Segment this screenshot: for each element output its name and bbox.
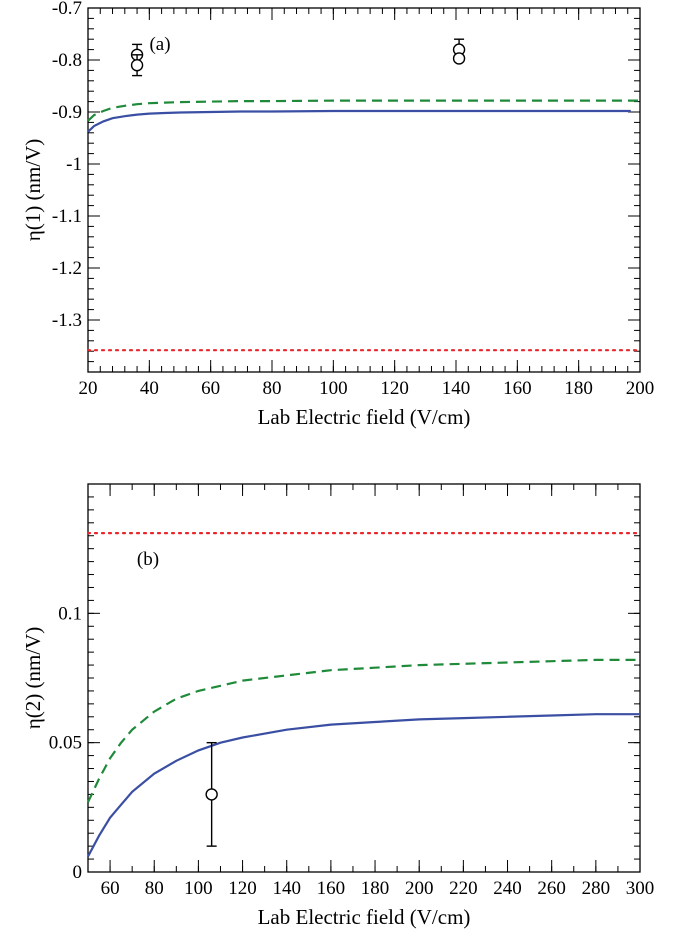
data-point-marker bbox=[452, 52, 466, 65]
x-tick-label: 280 bbox=[582, 878, 611, 899]
panel-label: (a) bbox=[149, 34, 170, 55]
y-axis-title: η(2) (nm/V) bbox=[21, 627, 45, 730]
x-tick-label: 260 bbox=[537, 878, 566, 899]
x-tick-label: 20 bbox=[79, 378, 98, 399]
y-tick-label: 0.1 bbox=[58, 603, 82, 624]
plot-frame bbox=[87, 7, 641, 373]
panel-a: 20 40 60 80 100 120 140 160 180 200 -1.3 -1.2 -1.1 -1… bbox=[21, 0, 654, 429]
series-dashed-line bbox=[87, 658, 640, 803]
panel-b: 60 80 100 120 140 160 180 200 220 240 260 280 300 0 0.… bbox=[21, 483, 655, 929]
y-tick-label: -0.9 bbox=[52, 102, 82, 123]
plot-frame bbox=[87, 483, 641, 873]
x-tick-label: 200 bbox=[626, 378, 655, 399]
x-tick-label: 300 bbox=[626, 878, 655, 899]
x-tick-label: 80 bbox=[263, 378, 282, 399]
y-tick-label: -1.3 bbox=[52, 310, 82, 331]
x-tick-label: 40 bbox=[140, 378, 159, 399]
x-tick-label: 80 bbox=[145, 878, 164, 899]
x-tick-label: 120 bbox=[380, 378, 409, 399]
x-tick-label: 200 bbox=[405, 878, 434, 899]
y-tick-label: -1.2 bbox=[52, 258, 82, 279]
data-point-marker bbox=[130, 58, 144, 72]
x-tick-label: 120 bbox=[228, 878, 257, 899]
y-tick-label: -1.1 bbox=[52, 206, 82, 227]
x-tick-label: 140 bbox=[272, 878, 301, 899]
x-tick-label: 100 bbox=[319, 378, 348, 399]
x-tick-label: 60 bbox=[201, 378, 220, 399]
series-solid-line bbox=[87, 109, 631, 133]
y-tick-label: -1 bbox=[66, 154, 82, 175]
data-point-marker bbox=[205, 788, 218, 801]
panel-label: (b) bbox=[137, 549, 159, 570]
x-tick-label: 220 bbox=[449, 878, 478, 899]
x-tick-label: 160 bbox=[317, 878, 346, 899]
x-tick-label: 160 bbox=[503, 378, 532, 399]
x-tick-label: 180 bbox=[564, 378, 593, 399]
y-tick-label: 0 bbox=[73, 862, 83, 883]
y-tick-label: 0.05 bbox=[49, 733, 82, 754]
x-tick-label: 60 bbox=[101, 878, 120, 899]
x-axis-title: Lab Electric field (V/cm) bbox=[258, 405, 471, 429]
x-tick-label: 180 bbox=[361, 878, 390, 899]
y-tick-label: -0.8 bbox=[52, 50, 82, 71]
y-tick-label: -0.7 bbox=[52, 0, 82, 19]
x-tick-label: 140 bbox=[442, 378, 471, 399]
x-tick-label: 240 bbox=[493, 878, 522, 899]
x-axis-title: Lab Electric field (V/cm) bbox=[258, 905, 471, 929]
x-tick-label: 100 bbox=[184, 878, 213, 899]
y-axis-title: η(1) (nm/V) bbox=[21, 139, 45, 242]
series-solid-line bbox=[87, 713, 640, 858]
